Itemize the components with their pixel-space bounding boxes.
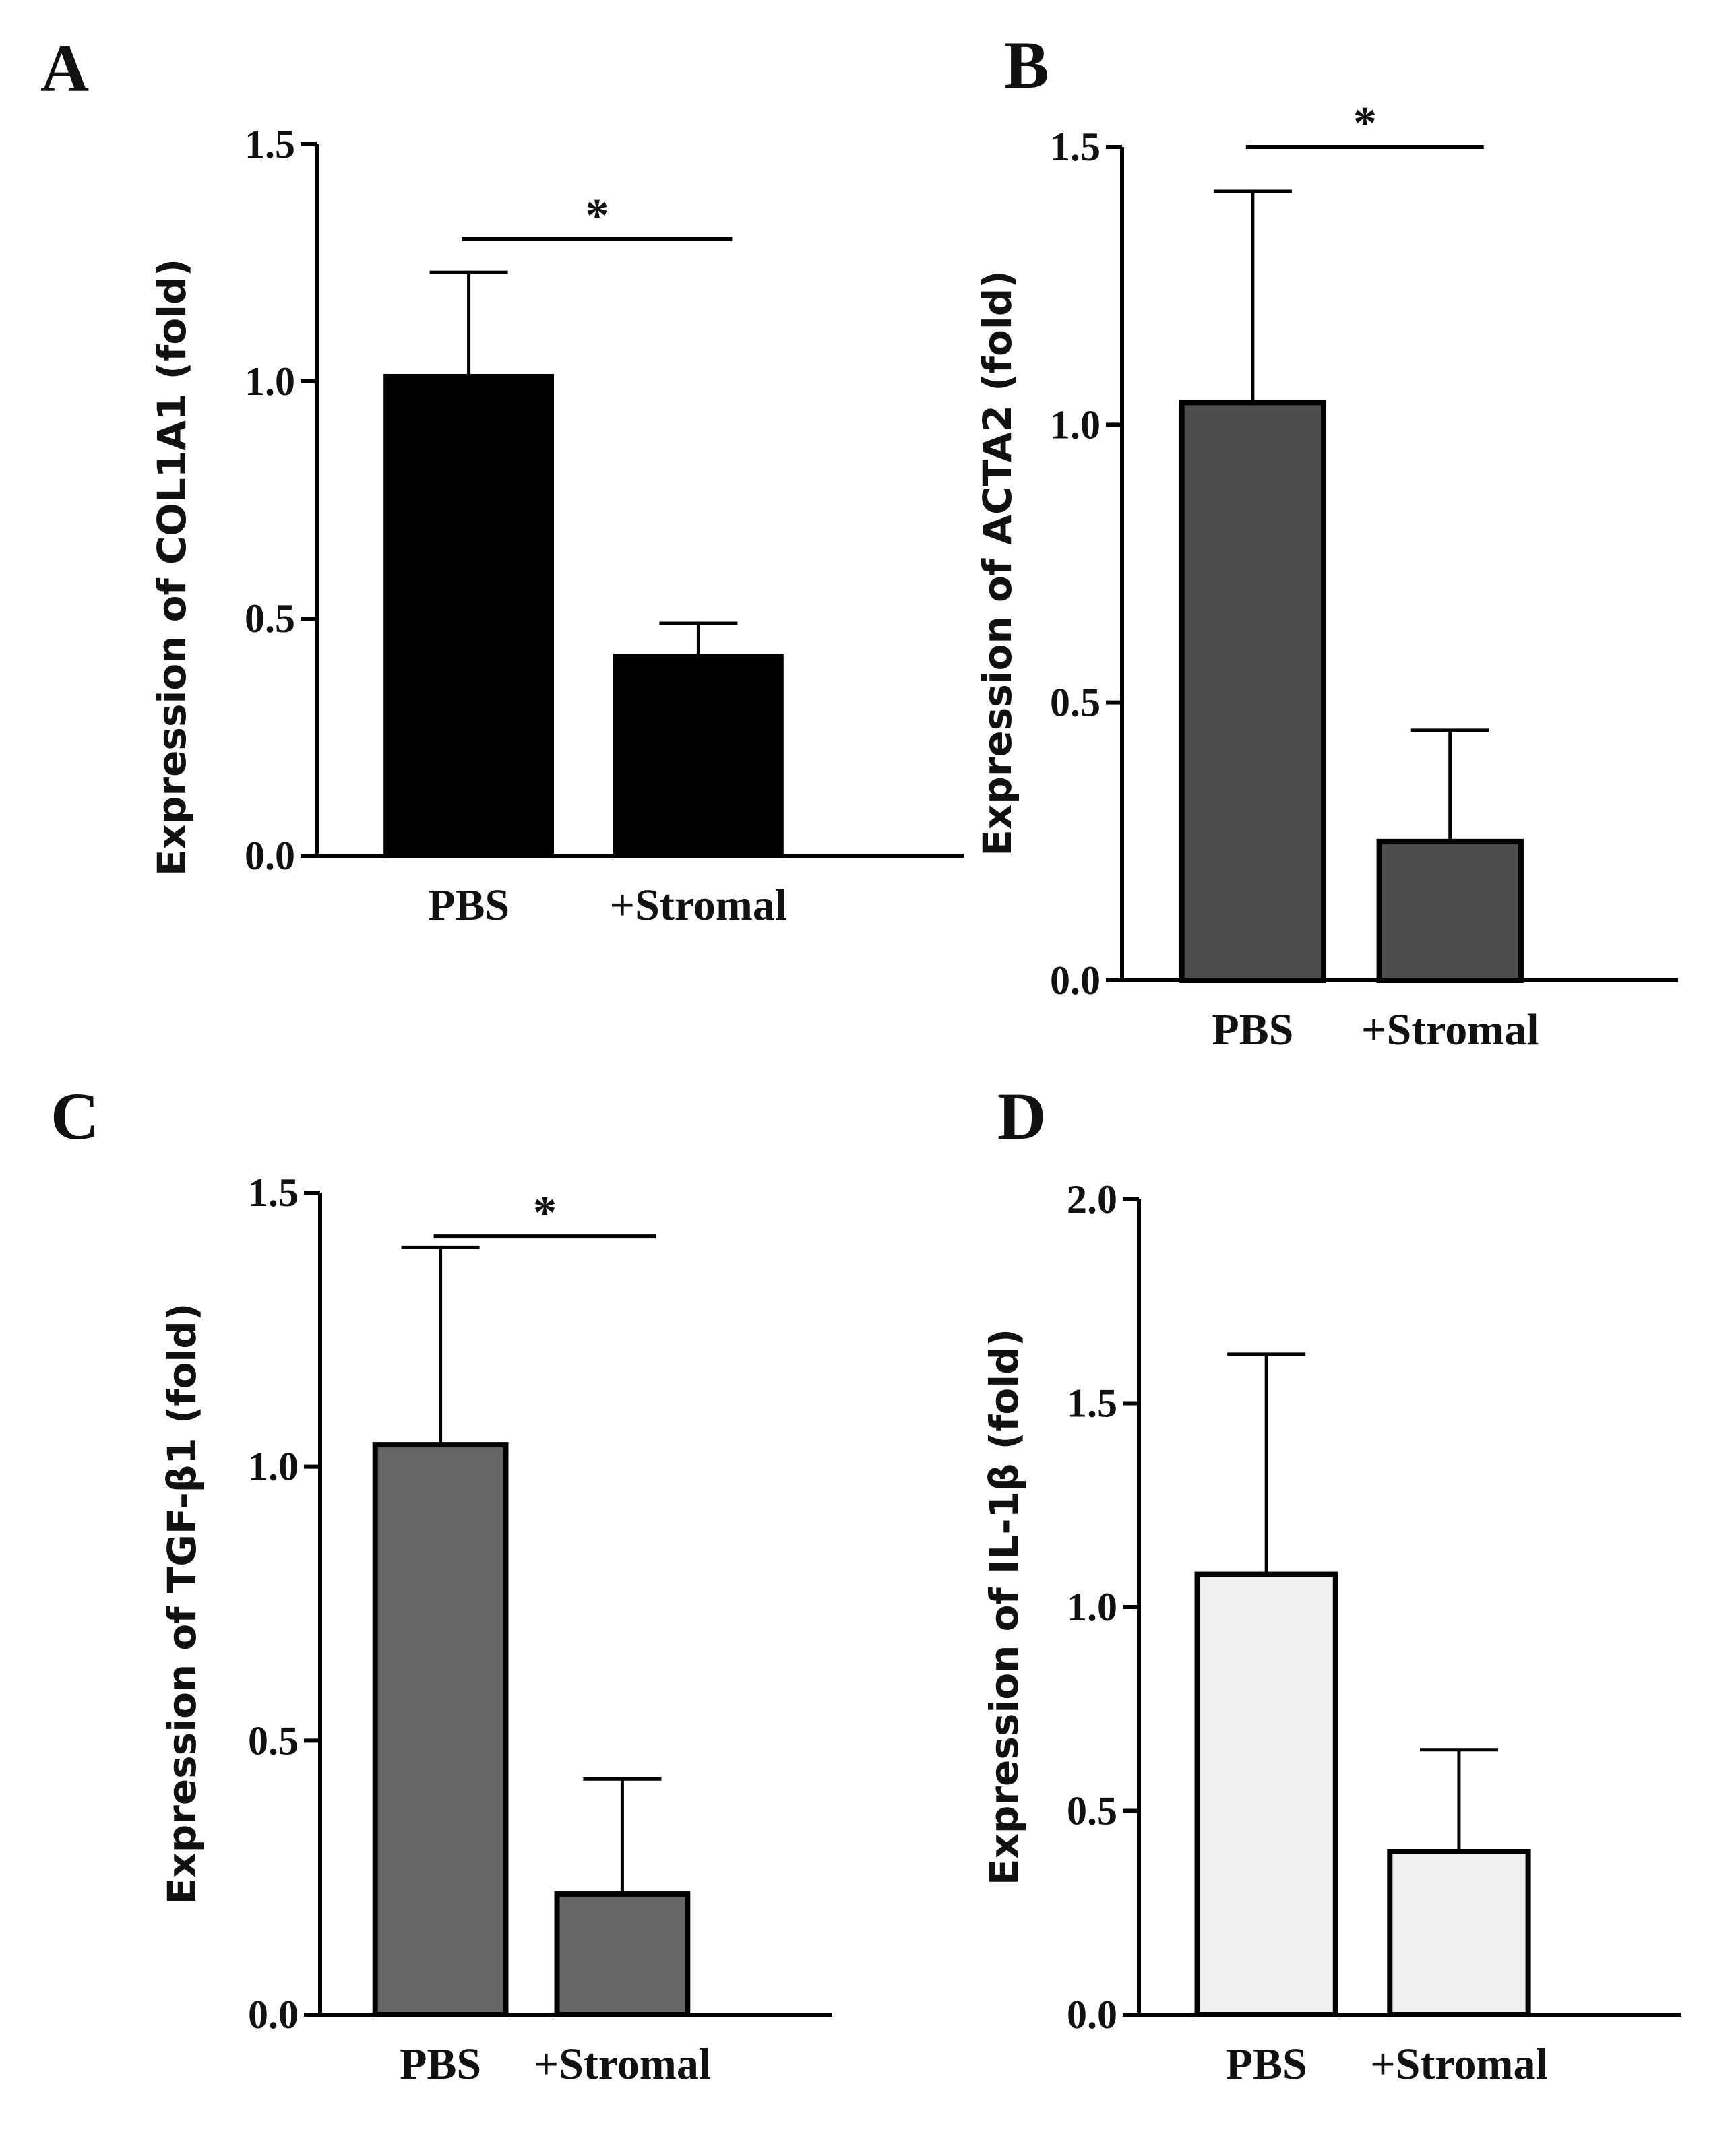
panel-letter-c: C bbox=[51, 1079, 99, 1154]
y-tick-label-b: 1.0 bbox=[1050, 402, 1100, 447]
y-tick-label-d: 0.0 bbox=[1067, 1992, 1117, 2037]
bar-a-0 bbox=[383, 373, 555, 858]
y-tick-label-b: 0.0 bbox=[1050, 958, 1100, 1003]
y-tick-label-a: 1.5 bbox=[245, 122, 295, 166]
category-label-a-1: +Stromal bbox=[610, 881, 788, 930]
bar-b-0 bbox=[1179, 400, 1327, 983]
panel-letter-b: B bbox=[1004, 28, 1049, 102]
y-tick-label-c: 0.0 bbox=[248, 1992, 299, 2037]
y-tick-label-b: 1.5 bbox=[1050, 125, 1100, 169]
panel-d: D Expression of IL-1β (fold) 0.0 0.5 1.0 1.… bbox=[981, 1079, 1681, 2089]
plot-area-c: 0.0 0.5 1.0 1.5 PBS +Stromal * bbox=[248, 1170, 832, 2089]
y-tick-label-c: 1.0 bbox=[248, 1445, 299, 1489]
category-label-d-0: PBS bbox=[1226, 2040, 1307, 2089]
bar-c-1 bbox=[554, 1891, 691, 2017]
y-axis-label-b: Expression of ACTA2 (fold) bbox=[974, 270, 1020, 856]
panel-b: B Expression of ACTA2 (fold) 0.0 0.5 1.0 1.… bbox=[974, 28, 1678, 1055]
y-tick-label-d: 0.5 bbox=[1067, 1789, 1117, 1833]
y-tick-label-d: 2.0 bbox=[1067, 1177, 1117, 1222]
y-tick-label-a: 0.0 bbox=[245, 833, 295, 878]
bar-d-0 bbox=[1194, 1571, 1338, 2018]
y-tick-label-d: 1.5 bbox=[1067, 1381, 1117, 1426]
y-tick-label-b: 0.5 bbox=[1050, 681, 1100, 725]
significance-star-c: * bbox=[533, 1187, 557, 1239]
category-label-c-0: PBS bbox=[400, 2040, 481, 2089]
y-tick-label-a: 1.0 bbox=[245, 359, 295, 404]
category-label-b-0: PBS bbox=[1212, 1005, 1293, 1055]
y-tick-label-a: 0.5 bbox=[245, 596, 295, 641]
y-tick-label-c: 0.5 bbox=[248, 1718, 299, 1763]
category-label-a-0: PBS bbox=[428, 881, 509, 930]
panel-c: C Expression of TGF-β1 (fold) 0.0 0.5 1.0 1… bbox=[51, 1079, 832, 2089]
y-tick-label-d: 1.0 bbox=[1067, 1585, 1117, 1629]
y-axis-label-d: Expression of IL-1β (fold) bbox=[981, 1329, 1027, 1885]
bar-d-1 bbox=[1387, 1849, 1531, 2017]
panel-letter-d: D bbox=[997, 1079, 1046, 1154]
significance-star-b: * bbox=[1353, 98, 1377, 150]
y-tick-label-c: 1.5 bbox=[248, 1170, 299, 1215]
bar-b-1 bbox=[1376, 838, 1524, 984]
significance-star-a: * bbox=[586, 190, 609, 242]
bar-c-0 bbox=[372, 1442, 509, 2017]
category-label-d-1: +Stromal bbox=[1370, 2040, 1548, 2089]
bar-a-1 bbox=[613, 654, 784, 858]
plot-area-d: 0.0 0.5 1.0 1.5 2.0 PBS +Stromal bbox=[1067, 1177, 1681, 2089]
y-axis-label-c: Expression of TGF-β1 (fold) bbox=[159, 1303, 205, 1905]
panel-letter-a: A bbox=[40, 31, 89, 106]
plot-area-a: 0.0 0.5 1.0 1.5 PBS +Stromal * bbox=[245, 122, 964, 930]
y-axis-label-a: Expression of COL1A1 (fold) bbox=[149, 259, 195, 876]
plot-area-b: 0.0 0.5 1.0 1.5 PBS +Stromal * bbox=[1050, 98, 1678, 1055]
category-label-b-1: +Stromal bbox=[1361, 1005, 1539, 1055]
category-label-c-1: +Stromal bbox=[534, 2040, 712, 2089]
panel-a: A Expression of COL1A1 (fold) 0.0 0.5 1.0 1… bbox=[40, 31, 964, 930]
